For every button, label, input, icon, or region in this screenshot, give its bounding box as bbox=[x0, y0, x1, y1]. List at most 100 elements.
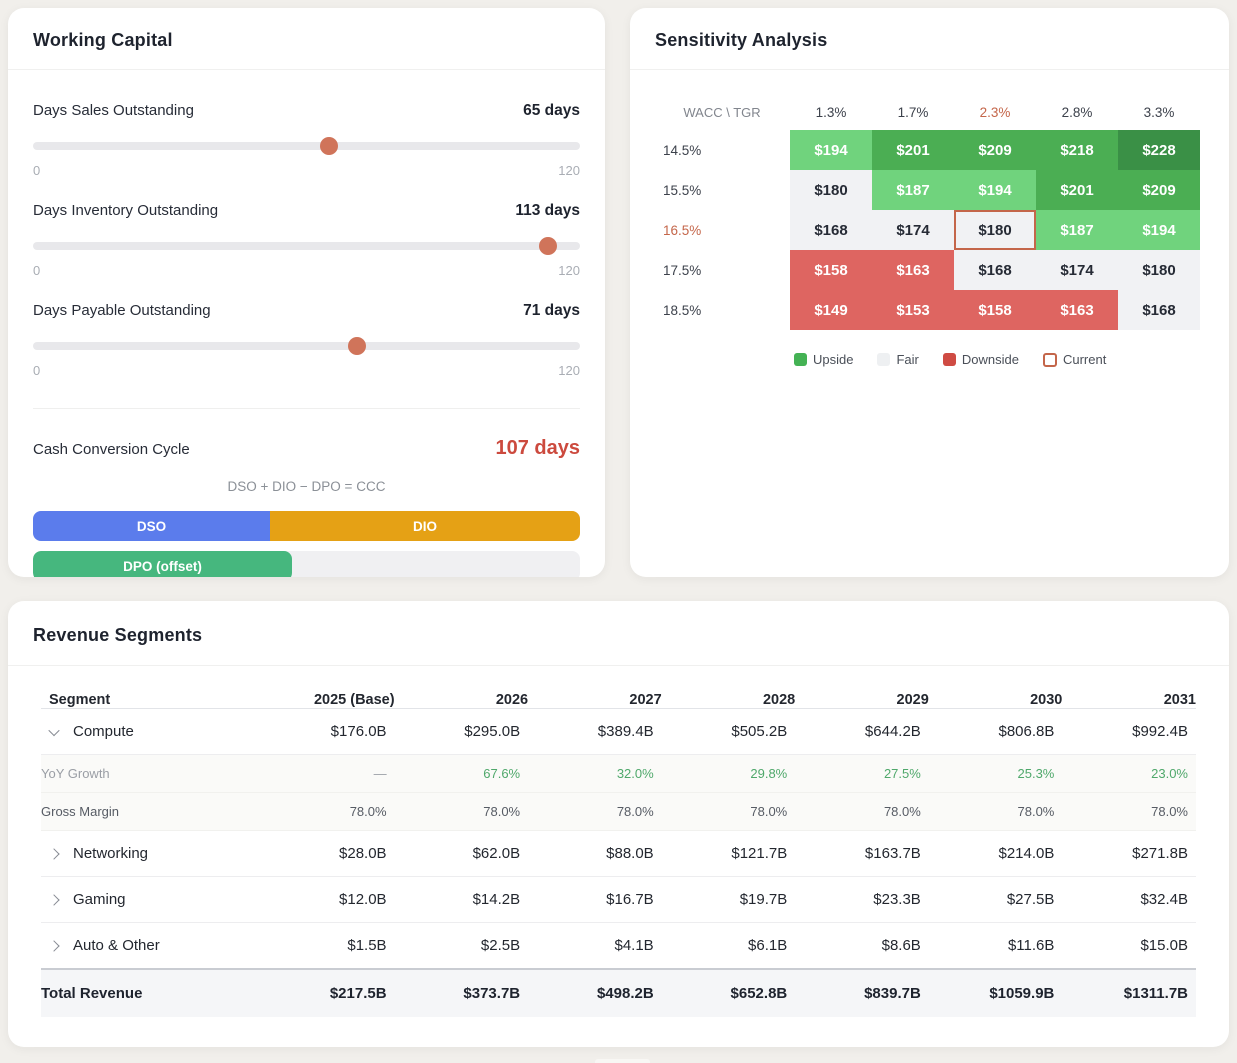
heatmap-cell[interactable]: $153 bbox=[872, 290, 954, 330]
heatmap-cell[interactable]: $228 bbox=[1118, 130, 1200, 170]
segment-value: $1.5B bbox=[261, 922, 395, 970]
heatmap-row-label: 14.5% bbox=[663, 142, 702, 158]
subrow-value: 78.0% bbox=[661, 792, 796, 831]
heatmap-cell[interactable]: $194 bbox=[954, 170, 1036, 210]
segment-toggle-gaming[interactable]: Gaming bbox=[41, 876, 261, 923]
current-legend-swatch bbox=[1042, 352, 1057, 367]
revenue-table: Segment 2025 (Base) 2026 2027 2028 2029 … bbox=[41, 692, 1196, 1017]
dpo-slider-label: Days Payable Outstanding bbox=[33, 302, 211, 319]
segment-value: $88.0B bbox=[528, 830, 662, 877]
legend-item-current: Current bbox=[1042, 352, 1106, 367]
heatmap-cell[interactable]: $201 bbox=[1036, 170, 1118, 210]
ccc-label: Cash Conversion Cycle bbox=[33, 441, 190, 458]
heatmap-cell[interactable]: $168 bbox=[790, 210, 872, 250]
slider-thumb[interactable] bbox=[347, 337, 366, 355]
segment-value: $14.2B bbox=[394, 876, 529, 923]
legend-item-fair: Fair bbox=[877, 352, 919, 367]
total-value: $839.7B bbox=[795, 968, 929, 1017]
segment-value: $644.2B bbox=[795, 708, 929, 755]
heatmap-cell[interactable]: $174 bbox=[872, 210, 954, 250]
segment-row-networking[interactable]: Networking $28.0B $62.0B $88.0B $121.7B … bbox=[41, 830, 1196, 877]
heatmap-cell[interactable]: $187 bbox=[1036, 210, 1118, 250]
total-revenue-label: Total Revenue bbox=[41, 968, 261, 1017]
heatmap-cell[interactable]: $168 bbox=[954, 250, 1036, 290]
segment-row-compute[interactable]: Compute $176.0B $295.0B $389.4B $505.2B … bbox=[41, 708, 1196, 755]
segment-value: $28.0B bbox=[261, 830, 395, 877]
column-header-2031: 2031 bbox=[1062, 692, 1196, 709]
heatmap-cell[interactable]: $194 bbox=[1118, 210, 1200, 250]
segment-value: $295.0B bbox=[394, 708, 529, 755]
segment-toggle-networking[interactable]: Networking bbox=[41, 830, 261, 877]
dio-slider-max-label: 120 bbox=[558, 263, 580, 278]
heatmap-cell[interactable]: $218 bbox=[1036, 130, 1118, 170]
sensitivity-body: WACC \ TGR 1.3% 1.7% 2.3% 2.8% 3.3% 14.5… bbox=[630, 70, 1229, 391]
legend-item-downside: Downside bbox=[942, 352, 1019, 367]
dio-slider-track[interactable] bbox=[33, 242, 580, 250]
slider-thumb[interactable] bbox=[539, 237, 558, 255]
segment-value: $62.0B bbox=[394, 830, 529, 877]
fair-legend-label: Fair bbox=[896, 352, 919, 367]
legend-item-upside: Upside bbox=[794, 352, 853, 367]
subrow-value: 67.6% bbox=[394, 754, 529, 793]
dso-slider-label: Days Sales Outstanding bbox=[33, 102, 194, 119]
segment-value: $19.7B bbox=[661, 876, 796, 923]
heatmap-cell-current[interactable]: $180 bbox=[954, 210, 1036, 250]
working-capital-body: Days Sales Outstanding 65 days 0 120 Day… bbox=[8, 70, 605, 577]
revenue-table-wrap: Segment 2025 (Base) 2026 2027 2028 2029 … bbox=[8, 666, 1229, 1017]
heatmap-cell[interactable]: $201 bbox=[872, 130, 954, 170]
segment-value: $8.6B bbox=[795, 922, 929, 970]
heatmap-cell[interactable]: $180 bbox=[790, 170, 872, 210]
segment-row-auto-other[interactable]: Auto & Other $1.5B $2.5B $4.1B $6.1B $8.… bbox=[41, 922, 1196, 970]
segment-toggle-compute[interactable]: Compute bbox=[41, 708, 261, 755]
segment-value: $4.1B bbox=[528, 922, 662, 970]
sensitivity-legend: Upside Fair Downside Current bbox=[794, 352, 1205, 367]
sensitivity-header: Sensitivity Analysis bbox=[630, 8, 1229, 70]
heatmap-cell[interactable]: $209 bbox=[1118, 170, 1200, 210]
chevron-right-icon[interactable] bbox=[48, 939, 60, 952]
total-value: $1311.7B bbox=[1062, 968, 1196, 1017]
sensitivity-analysis-card: Sensitivity Analysis WACC \ TGR 1.3% 1.7… bbox=[630, 8, 1229, 577]
segment-toggle-auto-other[interactable]: Auto & Other bbox=[41, 922, 261, 970]
heatmap-cell[interactable]: $163 bbox=[1036, 290, 1118, 330]
partial-card-edge bbox=[595, 1059, 650, 1063]
dso-slider-group: Days Sales Outstanding 65 days 0 120 bbox=[33, 102, 580, 178]
slider-thumb[interactable] bbox=[320, 137, 339, 155]
column-header-2030: 2030 bbox=[928, 692, 1063, 709]
subrow-value: 29.8% bbox=[661, 754, 796, 793]
segment-value: $505.2B bbox=[661, 708, 796, 755]
heatmap-cell[interactable]: $149 bbox=[790, 290, 872, 330]
segment-value: $163.7B bbox=[795, 830, 929, 877]
heatmap-col-header-current: 2.3% bbox=[979, 104, 1011, 120]
dpo-slider-min-label: 0 bbox=[33, 363, 41, 378]
heatmap-cell[interactable]: $180 bbox=[1118, 250, 1200, 290]
heatmap-cell[interactable]: $168 bbox=[1118, 290, 1200, 330]
heatmap-cell[interactable]: $187 bbox=[872, 170, 954, 210]
total-value: $1059.9B bbox=[928, 968, 1063, 1017]
heatmap-cell[interactable]: $158 bbox=[954, 290, 1036, 330]
revenue-title: Revenue Segments bbox=[33, 625, 203, 645]
dpo-slider-track[interactable] bbox=[33, 342, 580, 350]
heatmap-cell[interactable]: $158 bbox=[790, 250, 872, 290]
heatmap-cell[interactable]: $163 bbox=[872, 250, 954, 290]
segment-row-gaming[interactable]: Gaming $12.0B $14.2B $16.7B $19.7B $23.3… bbox=[41, 876, 1196, 923]
heatmap-cell[interactable]: $194 bbox=[790, 130, 872, 170]
dso-slider-min-label: 0 bbox=[33, 163, 41, 178]
ccc-bar-dpo-segment: DPO (offset) bbox=[33, 551, 292, 577]
heatmap-row-label: 17.5% bbox=[663, 262, 702, 278]
upside-legend-swatch bbox=[794, 353, 807, 366]
heatmap-row-label: 15.5% bbox=[663, 182, 702, 198]
ccc-bar-bottom: DPO (offset) bbox=[33, 551, 580, 577]
chevron-down-icon[interactable] bbox=[48, 724, 60, 736]
segment-value: $121.7B bbox=[661, 830, 796, 877]
heatmap-cell[interactable]: $174 bbox=[1036, 250, 1118, 290]
subrow-value: 78.0% bbox=[928, 792, 1063, 831]
chevron-right-icon[interactable] bbox=[48, 893, 60, 906]
ccc-dso-segment-label: DSO bbox=[136, 518, 167, 534]
chevron-right-icon[interactable] bbox=[48, 847, 60, 860]
ccc-bar-top: DSO DIO bbox=[33, 511, 580, 541]
heatmap-cell[interactable]: $209 bbox=[954, 130, 1036, 170]
dso-slider-value: 65 days bbox=[523, 102, 580, 119]
dso-slider-track[interactable] bbox=[33, 142, 580, 150]
heatmap-corner-label: WACC \ TGR bbox=[683, 104, 761, 120]
segment-value: $6.1B bbox=[661, 922, 796, 970]
